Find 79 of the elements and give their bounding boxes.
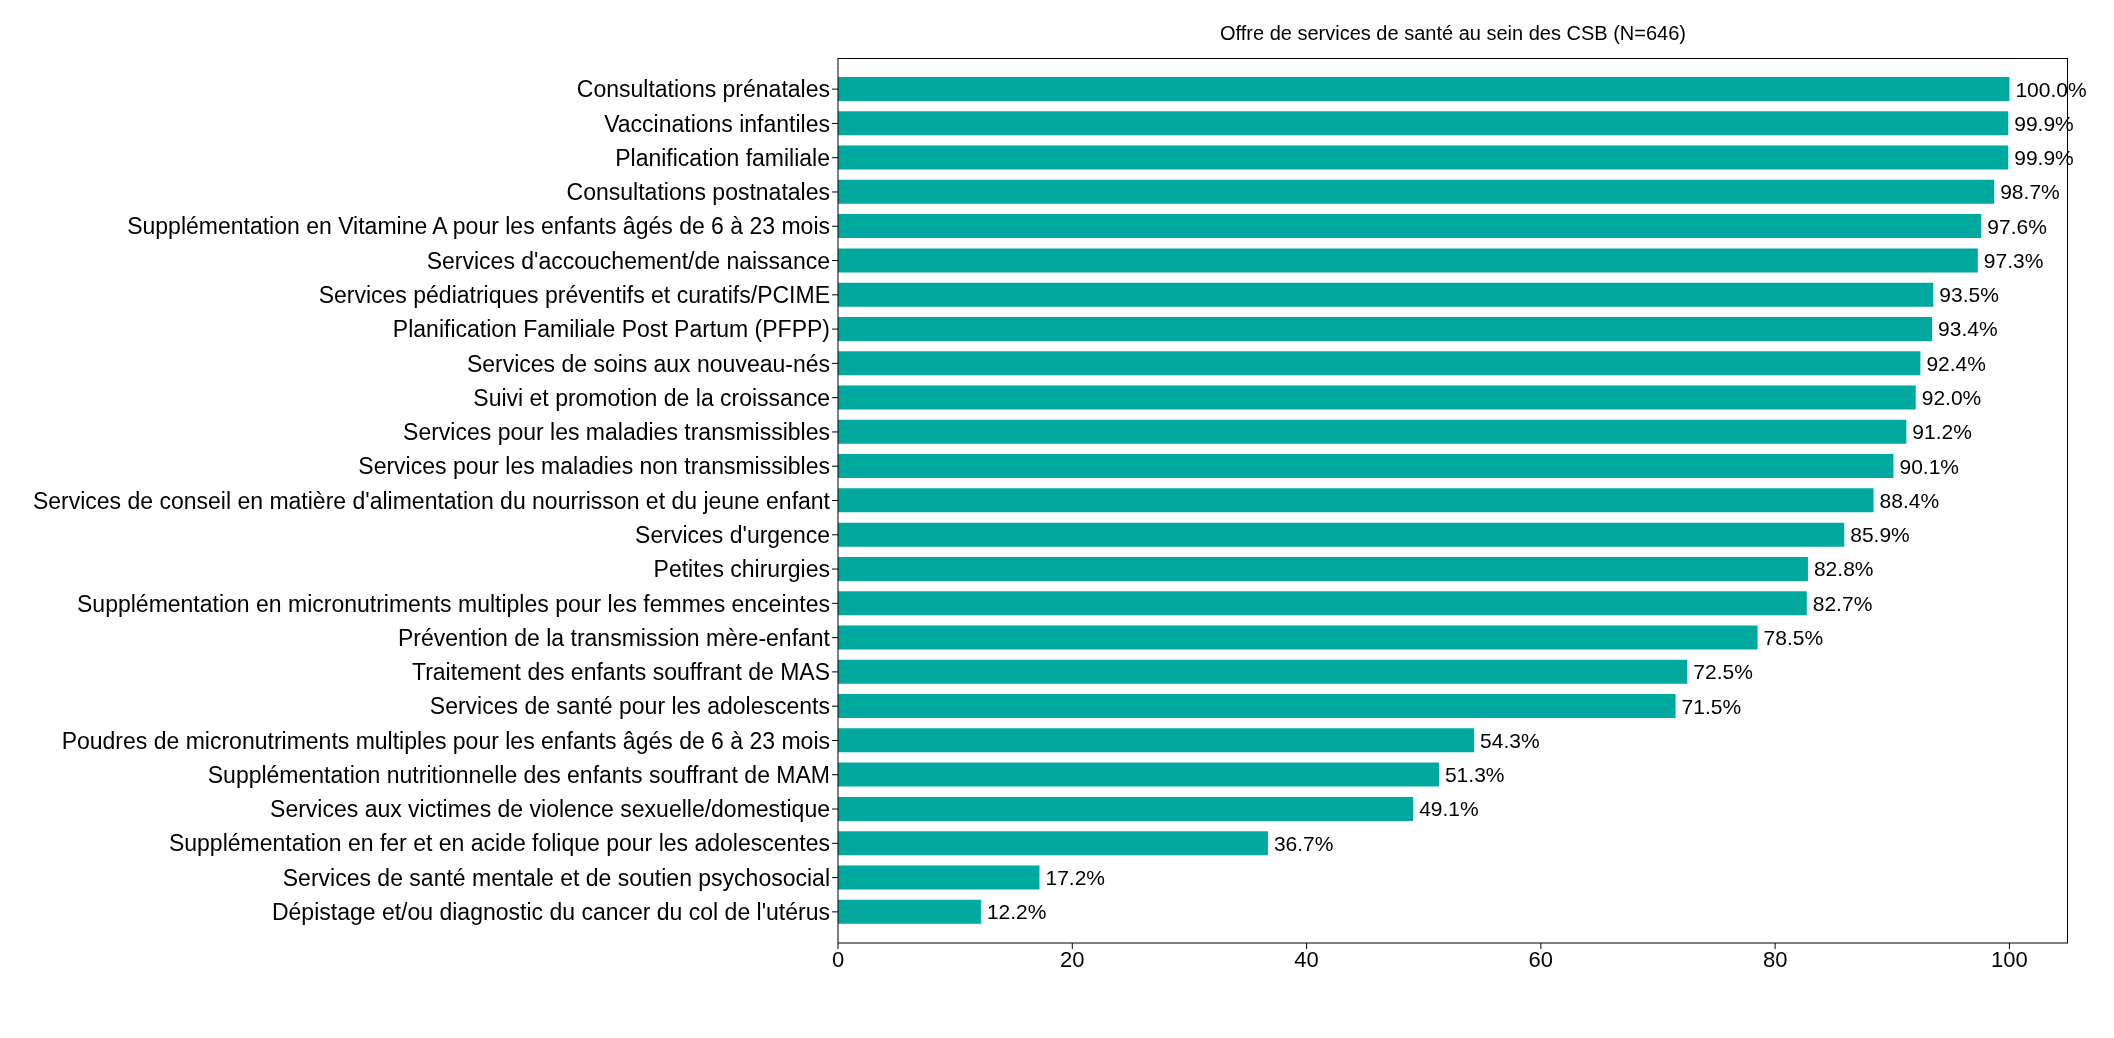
bar	[838, 865, 1040, 890]
data-label: 12.2%	[986, 900, 1047, 924]
bar	[838, 316, 1933, 341]
bar	[838, 419, 1907, 444]
bar	[838, 77, 2010, 101]
y-tick-label: Dépistage et/ou diagnostic du cancer du col de l'utérus	[271, 899, 830, 926]
x-tick-label: 40	[1294, 946, 1319, 972]
data-label: 93.5%	[1939, 283, 1999, 307]
y-tick-label: Supplémentation en fer et en acide folique pour les adolescentes	[168, 830, 830, 857]
bar	[838, 625, 1758, 650]
y-tick-label: Services de conseil en matière d'alimentation du nourrisson et du jeune enfant	[32, 487, 831, 514]
data-label: 93.4%	[1938, 317, 1998, 341]
y-tick-label: Services de santé pour les adolescents	[429, 693, 830, 720]
bar	[838, 385, 1916, 410]
data-label: 92.4%	[1926, 351, 1986, 375]
y-tick-label: Services aux victimes de violence sexuelle/domestique	[270, 796, 830, 823]
y-tick-label: Suivi et promotion de la croissance	[473, 384, 830, 411]
y-tick-label: Supplémentation en micronutriments multiples pour les femmes enceintes	[77, 590, 830, 617]
bar	[838, 248, 1978, 273]
bar	[838, 831, 1268, 856]
y-tick-label: Supplémentation en Vitamine A pour les enfants âgés de 6 à 23 mois	[127, 213, 830, 240]
bar	[838, 762, 1439, 787]
bar	[838, 796, 1414, 821]
data-label: 17.2%	[1045, 865, 1106, 889]
x-tick-label: 100	[1991, 946, 2028, 972]
bar	[838, 111, 2009, 136]
y-tick-label: Planification Familiale Post Partum (PFPP)	[392, 316, 830, 343]
bar	[838, 145, 2009, 170]
data-label: 90.1%	[1899, 454, 1959, 478]
bar	[838, 694, 1676, 719]
data-label: 88.4%	[1879, 488, 1940, 512]
y-tick-label: Services d'accouchement/de naissance	[426, 247, 830, 274]
y-tick-label: Petites chirurgies	[653, 556, 830, 583]
data-label: 91.2%	[1912, 420, 1972, 444]
y-tick-label: Vaccinations infantiles	[604, 110, 830, 137]
data-label: 82.8%	[1813, 557, 1874, 581]
y-tick-label: Services pédiatriques préventifs et curatifs/PCIME	[318, 281, 830, 308]
y-tick-label: Prévention de la transmission mère-enfant	[397, 624, 831, 651]
y-tick-label: Services de santé mentale et de soutien psychosocial	[282, 864, 830, 891]
bar	[838, 179, 1995, 204]
data-label: 36.7%	[1273, 831, 1334, 855]
data-label: 82.7%	[1812, 591, 1873, 615]
data-label: 92.0%	[1921, 386, 1982, 410]
bar	[838, 728, 1475, 753]
y-tick-label: Planification familiale	[615, 144, 830, 171]
bar	[838, 659, 1688, 684]
bar	[838, 351, 1921, 376]
bar	[838, 488, 1874, 513]
data-label: 72.5%	[1693, 660, 1753, 684]
y-tick-label: Consultations prénatales	[576, 76, 830, 103]
x-tick-label: 20	[1060, 946, 1085, 972]
data-label: 98.7%	[2000, 180, 2060, 204]
data-label: 71.5%	[1681, 694, 1742, 718]
x-tick-label: 80	[1762, 946, 1788, 972]
bar	[838, 899, 981, 924]
y-tick-label: Services pour les maladies transmissibles	[403, 419, 830, 446]
bar	[838, 214, 1982, 239]
bar	[838, 591, 1807, 616]
y-tick-label: Services d'urgence	[635, 521, 830, 548]
y-tick-label: Services pour les maladies non transmissibles	[358, 453, 830, 480]
bar	[838, 522, 1845, 547]
chart-title: Offre de services de santé au sein des CSB (N=646)	[1219, 22, 1687, 45]
data-label: 85.9%	[1850, 523, 1910, 547]
data-label: 97.6%	[1987, 214, 2047, 238]
y-tick-label: Traitement des enfants souffrant de MAS	[411, 659, 830, 686]
bar	[838, 282, 1934, 307]
data-label: 78.5%	[1763, 625, 1824, 649]
data-label: 54.3%	[1480, 728, 1540, 752]
y-tick-label: Supplémentation nutritionnelle des enfants souffrant de MAM	[207, 761, 830, 788]
data-label: 49.1%	[1419, 797, 1479, 821]
x-tick-label: 60	[1528, 946, 1554, 972]
bar	[838, 556, 1808, 581]
data-label: 97.3%	[1983, 248, 2044, 272]
y-tick-label: Consultations postnatales	[566, 179, 830, 206]
bar	[838, 454, 1894, 479]
y-tick-label: Poudres de micronutriments multiples pour les enfants âgés de 6 à 23 mois	[61, 727, 830, 754]
x-tick-label: 0	[831, 946, 845, 972]
data-label: 51.3%	[1444, 763, 1505, 787]
y-tick-label: Services de soins aux nouveau-nés	[466, 350, 830, 377]
